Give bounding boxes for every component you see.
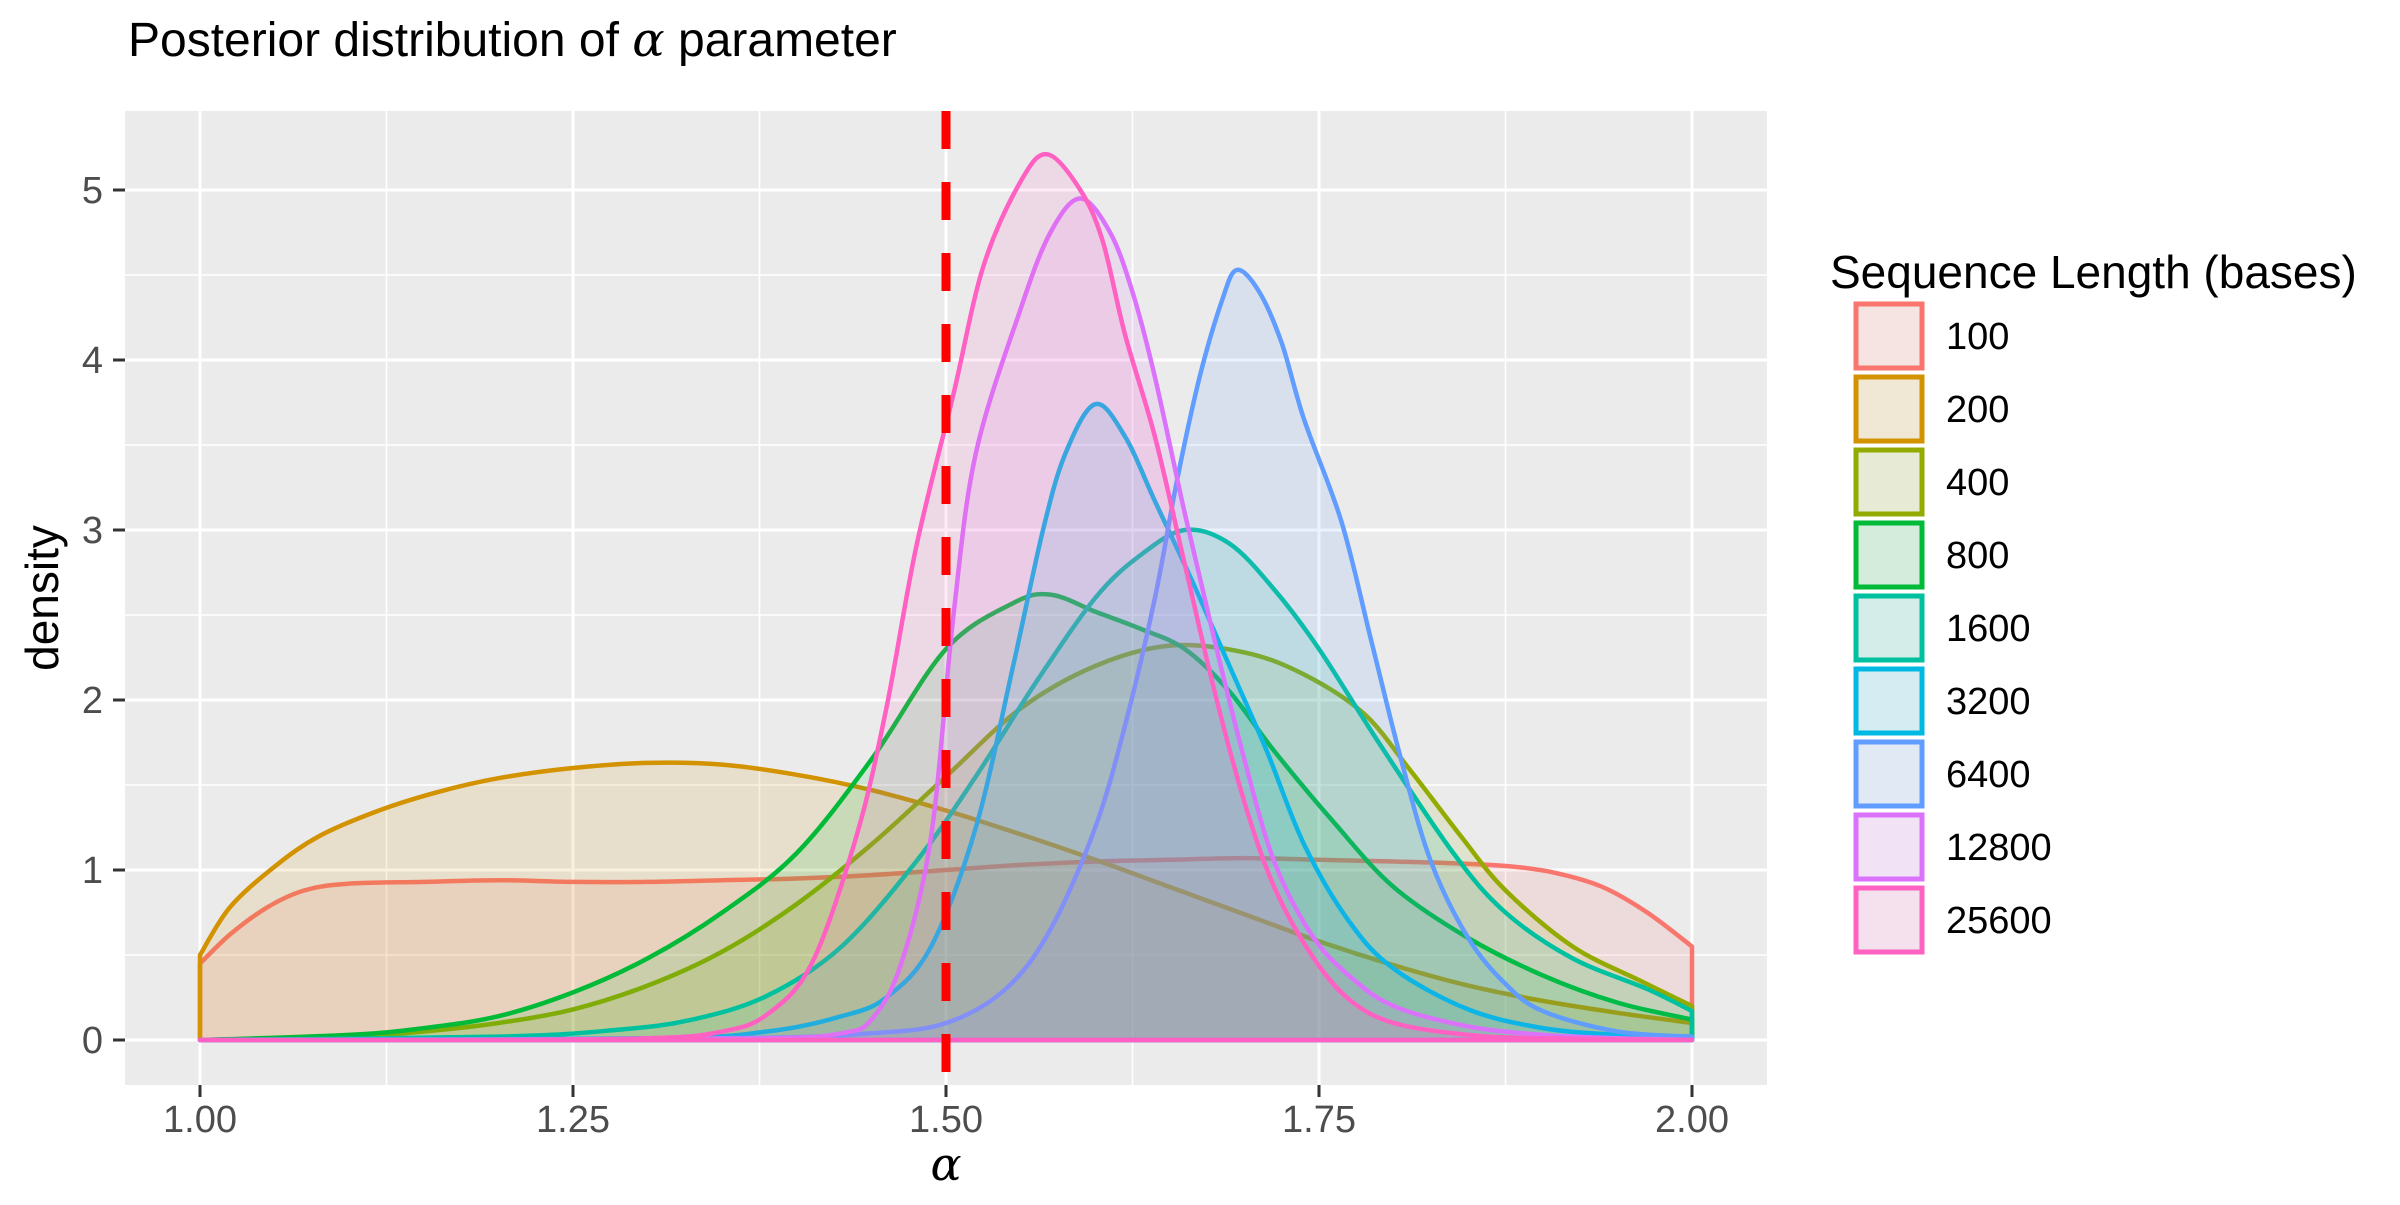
legend-key-label: 3200 [1946,681,2031,723]
density-curve-25600 [197,152,1695,1043]
legend-key-swatch [1853,593,1925,663]
legend-key-label: 100 [1946,316,2009,358]
density-curve-12800 [197,196,1695,1043]
legend-item-12800: 12800 [1853,812,2052,882]
y-tick-label: 1 [82,850,103,892]
y-axis-title: density [16,525,68,671]
legend-key-label: 200 [1946,389,2009,431]
legend-entries: 100 200 400 800 1600 3200 6400 12800 25600 [1853,301,2052,955]
legend-item-200: 200 [1853,374,2009,444]
y-tick-label: 3 [82,510,103,552]
y-tick-label: 5 [82,170,103,212]
y-tick-label: 0 [82,1020,103,1062]
legend-item-100: 100 [1853,301,2009,371]
legend-key-label: 800 [1946,535,2009,577]
x-axis-title: α [930,1137,961,1191]
legend-key-label: 25600 [1946,900,2052,942]
legend-item-400: 400 [1853,447,2009,517]
x-tick-labels: 1.00 1.25 1.50 1.75 2.00 [163,1099,1729,1141]
axis-tick-marks [113,188,1694,1097]
legend-key-label: 400 [1946,462,2009,504]
legend-key-swatch [1853,374,1925,444]
y-tick-label: 2 [82,680,103,722]
x-tick-label: 2.00 [1655,1099,1729,1141]
legend-item-1600: 1600 [1853,593,2031,663]
legend-key-label: 12800 [1946,827,2052,869]
legend-key-swatch [1853,447,1925,517]
x-tick-label: 1.00 [163,1099,237,1141]
legend-key-swatch [1853,666,1925,736]
density-curve-1600 [197,527,1695,1043]
x-tick-label: 1.50 [909,1099,983,1141]
legend-key-label: 6400 [1946,754,2031,796]
plot-title: Posterior distribution of α parameter [128,12,897,68]
y-tick-label: 4 [82,340,103,382]
legend-key-swatch [1853,520,1925,590]
y-tick-labels: 0 1 2 3 4 5 [82,170,103,1062]
legend-key-swatch [1853,301,1925,371]
legend-key-swatch [1853,885,1925,955]
density-curve-6400 [197,267,1695,1043]
density-curves [197,152,1695,1043]
legend-key-swatch [1853,739,1925,809]
legend-key-swatch [1853,812,1925,882]
legend-key-label: 1600 [1946,608,2031,650]
legend: Sequence Length (bases) 100 200 400 800 1600… [1830,246,2357,955]
legend-title: Sequence Length (bases) [1830,246,2357,298]
x-tick-label: 1.25 [536,1099,610,1141]
density-curve-3200 [197,401,1695,1043]
legend-item-800: 800 [1853,520,2009,590]
legend-item-25600: 25600 [1853,885,2052,955]
legend-item-3200: 3200 [1853,666,2031,736]
x-tick-label: 1.75 [1282,1099,1356,1141]
legend-item-6400: 6400 [1853,739,2031,809]
